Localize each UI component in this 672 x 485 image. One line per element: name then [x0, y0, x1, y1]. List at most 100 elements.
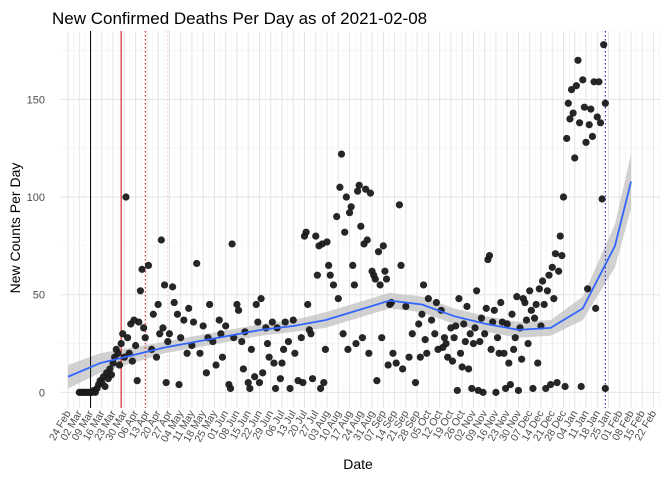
data-point [316, 384, 325, 393]
data-point [458, 363, 466, 371]
data-point [521, 298, 529, 307]
data-point [265, 353, 273, 361]
data-point [313, 271, 321, 279]
data-point [559, 193, 568, 201]
confidence-band-area [68, 154, 632, 389]
data-point [508, 310, 516, 318]
data-point [289, 316, 297, 324]
data-point [270, 359, 278, 367]
data-point [170, 298, 178, 307]
chart-title: New Confirmed Deaths Per Day as of 2021-… [52, 9, 427, 28]
data-point [558, 252, 566, 260]
data-point [392, 359, 400, 367]
data-point [453, 386, 461, 395]
data-point [349, 261, 357, 270]
confidence-band [68, 154, 632, 389]
data-point [276, 375, 284, 383]
data-point [450, 334, 458, 342]
data-point [251, 373, 259, 381]
data-point [347, 203, 355, 211]
data-point [123, 334, 132, 342]
data-point [427, 316, 436, 324]
data-point [382, 275, 391, 283]
data-point [575, 119, 584, 127]
data-point [115, 361, 124, 369]
data-point [424, 295, 432, 303]
data-point [510, 345, 518, 353]
data-point [279, 345, 288, 353]
data-point [381, 267, 389, 275]
data-point [376, 281, 384, 289]
data-point [366, 189, 375, 197]
data-point [553, 379, 561, 387]
data-point [307, 330, 315, 338]
data-point [357, 222, 365, 230]
data-point [529, 384, 537, 393]
data-point [117, 339, 125, 348]
data-point [574, 56, 582, 64]
data-point [205, 300, 214, 309]
data-point [246, 384, 254, 393]
data-point [132, 341, 140, 350]
data-point [598, 195, 606, 203]
data-point [588, 132, 597, 141]
data-point [415, 320, 423, 328]
y-tick-label: 0 [39, 387, 45, 399]
data-point [503, 320, 511, 328]
data-point [600, 41, 608, 49]
data-point [344, 345, 352, 353]
data-point [321, 345, 330, 353]
data-point [355, 181, 363, 189]
data-point [399, 365, 407, 373]
data-point [196, 349, 204, 357]
data-point [215, 316, 223, 324]
data-point [572, 82, 580, 90]
data-point [180, 316, 188, 324]
data-point [530, 314, 539, 322]
data-point [374, 248, 383, 256]
data-point [183, 349, 191, 357]
data-point [353, 187, 362, 195]
data-point [555, 267, 563, 275]
data-point [284, 337, 293, 346]
data-point [193, 259, 201, 268]
data-point [228, 240, 236, 248]
data-point [566, 115, 574, 123]
data-point [416, 353, 424, 361]
data-point [162, 379, 170, 387]
data-point [532, 300, 540, 309]
data-point [556, 232, 564, 240]
data-point [389, 349, 397, 357]
data-point [337, 150, 346, 158]
data-point [456, 349, 465, 357]
data-point [493, 334, 502, 342]
data-point [336, 183, 344, 191]
data-point [138, 265, 146, 273]
data-point [444, 353, 452, 361]
data-point [402, 302, 410, 311]
data-point [511, 334, 519, 342]
data-point [455, 295, 463, 303]
data-point [580, 103, 588, 111]
data-point [263, 339, 272, 348]
data-point [144, 261, 153, 270]
data-point [244, 379, 252, 387]
data-point [506, 380, 515, 389]
data-point [411, 379, 420, 387]
data-point [136, 287, 145, 295]
data-point [247, 345, 256, 353]
data-point [384, 361, 392, 369]
data-point [423, 349, 431, 357]
data-point [239, 365, 247, 373]
data-point [534, 359, 542, 367]
data-point [567, 86, 576, 94]
data-point [234, 306, 243, 314]
data-point [302, 228, 310, 236]
data-point [468, 384, 476, 393]
data-point [379, 242, 387, 250]
data-point [358, 334, 367, 342]
data-point [448, 357, 457, 365]
data-point [460, 320, 468, 328]
